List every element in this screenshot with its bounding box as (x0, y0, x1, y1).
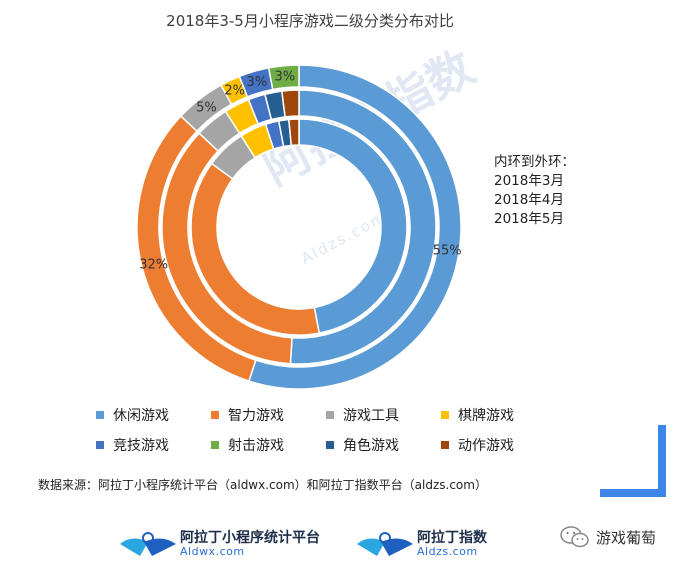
legend-item: 动作游戏 (441, 435, 556, 455)
chart-legend: 休闲游戏 智力游戏 游戏工具 棋牌游戏 竞技游戏 射击游戏 角色游戏 动作游戏 (96, 405, 556, 455)
legend-label: 射击游戏 (228, 438, 284, 454)
aldzs-logo-domain: Aldzs.com (417, 545, 478, 558)
aldwx-logo-icon (120, 532, 176, 556)
data-label: 32% (139, 257, 168, 272)
donut-slice-2018年4月-休闲游戏 (289, 89, 437, 365)
aldzs-logo-icon (357, 532, 413, 556)
legend-swatch (326, 441, 334, 449)
donut-chart: 55%32%5%2%3% 3% (136, 64, 462, 390)
aldwx-logo-domain: Aldwx.com (180, 545, 245, 558)
donut-slice-2018年3月-动作游戏 (288, 118, 300, 147)
data-label: 5% (196, 101, 217, 116)
legend-item: 射击游戏 (211, 435, 326, 455)
legend-item: 智力游戏 (211, 405, 326, 425)
corner-bracket-vertical (658, 425, 666, 497)
legend-swatch (96, 411, 104, 419)
aldzs-logo-title: 阿拉丁指数 (417, 530, 487, 546)
ring-order-note: 内环到外环： 2018年3月 2018年4月 2018年5月 (494, 153, 575, 229)
donut-slice-2018年4月-动作游戏 (280, 89, 300, 118)
aldwx-logo-title: 阿拉丁小程序统计平台 (180, 530, 320, 546)
data-label: 2% (224, 83, 245, 98)
legend-item: 棋牌游戏 (441, 405, 556, 425)
legend-swatch (96, 441, 104, 449)
ring-order-note-line: 2018年5月 (494, 211, 564, 227)
legend-label: 角色游戏 (343, 438, 399, 454)
legend-label: 游戏工具 (343, 408, 399, 424)
data-label: 3% (274, 70, 295, 85)
wechat-account: 游戏葡萄 (560, 525, 656, 549)
ring-order-note-line: 2018年3月 (494, 173, 564, 189)
legend-swatch (441, 441, 449, 449)
legend-label: 动作游戏 (458, 438, 514, 454)
legend-swatch (326, 411, 334, 419)
legend-label: 智力游戏 (228, 408, 284, 424)
legend-label: 棋牌游戏 (458, 408, 514, 424)
data-label: 3% (247, 75, 268, 90)
corner-bracket-horizontal (600, 489, 666, 497)
chart-title: 2018年3-5月小程序游戏二级分类分布对比 (166, 12, 454, 30)
legend-swatch (211, 411, 219, 419)
legend-item: 休闲游戏 (96, 405, 211, 425)
legend-label: 休闲游戏 (113, 408, 169, 424)
wechat-icon (560, 526, 589, 548)
aldwx-logo: 阿拉丁小程序统计平台 Aldwx.com (118, 530, 320, 560)
ring-order-note-line: 内环到外环： (494, 154, 575, 170)
data-source: 数据来源：阿拉丁小程序统计平台（aldwx.com）和阿拉丁指数平台（aldzs… (38, 478, 487, 492)
legend-swatch (211, 441, 219, 449)
donut-slice-2018年5月-射击游戏 (267, 64, 300, 91)
legend-item: 竞技游戏 (96, 435, 211, 455)
ring-order-note-line: 2018年4月 (494, 192, 564, 208)
aldzs-logo: 阿拉丁指数 Aldzs.com (355, 530, 487, 560)
wechat-account-name: 游戏葡萄 (596, 528, 657, 547)
legend-label: 竞技游戏 (113, 438, 169, 454)
data-label: 55% (433, 243, 462, 258)
legend-item: 游戏工具 (326, 405, 441, 425)
legend-item: 角色游戏 (326, 435, 441, 455)
legend-swatch (441, 411, 449, 419)
